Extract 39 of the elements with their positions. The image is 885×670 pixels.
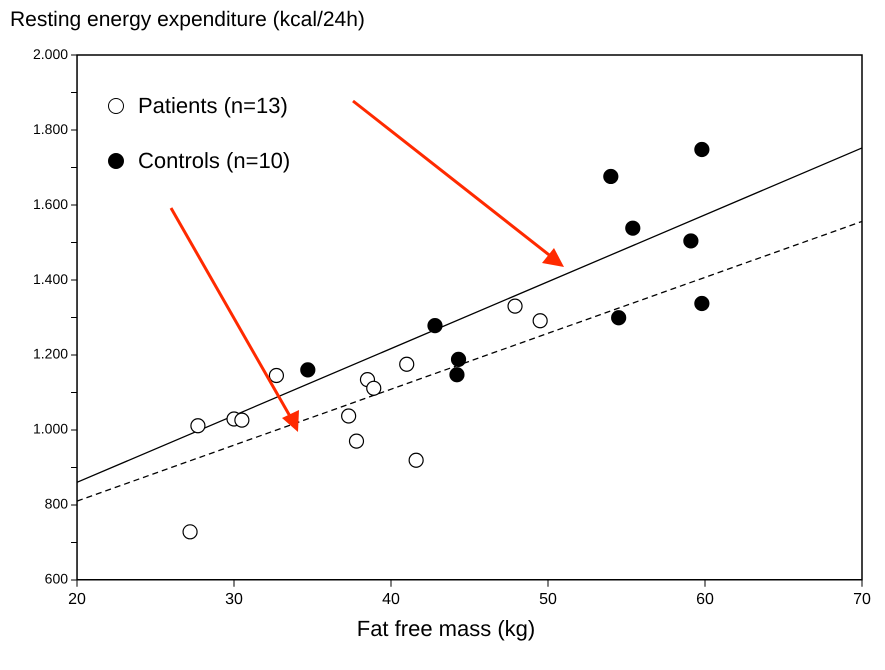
point (408, 452, 424, 468)
y-axis-title: Resting energy expenditure (kcal/24h) (10, 8, 365, 32)
x-tick-label: 20 (68, 590, 86, 608)
legend-label: Patients (n=13) (138, 92, 288, 120)
x-tick-label: 50 (539, 590, 558, 608)
x-tick-label: 30 (225, 590, 244, 608)
y-tick-label: 1.000 (32, 420, 68, 437)
point (625, 220, 640, 236)
point (268, 368, 284, 384)
point (427, 318, 443, 334)
x-axis-title: Fat free mass (kg) (356, 616, 536, 642)
legend-label: Controls (n=10) (138, 147, 290, 175)
y-tick-label: 1.800 (32, 120, 68, 137)
point (532, 313, 548, 328)
point (182, 524, 198, 540)
y-tick-label: 1.400 (32, 270, 68, 287)
point (399, 356, 414, 372)
y-tick-label: 800 (44, 496, 68, 512)
x-tick-label: 60 (696, 590, 714, 608)
y-tick-label: 1.200 (32, 346, 68, 362)
point (507, 298, 523, 314)
x-tick-label: 40 (382, 590, 400, 608)
point (234, 412, 250, 428)
point (450, 352, 466, 367)
y-tick-label: 1.600 (32, 196, 68, 212)
x-tick-label: 70 (853, 590, 871, 608)
point (449, 367, 465, 382)
point (683, 233, 698, 249)
y-tick-label: 600 (44, 570, 68, 587)
point (694, 296, 710, 312)
point (611, 310, 626, 326)
point (341, 408, 356, 424)
point (300, 362, 316, 378)
point (694, 142, 710, 158)
point (348, 434, 364, 449)
y-tick-label: 2.000 (32, 46, 68, 62)
point (190, 418, 206, 434)
point (603, 168, 618, 184)
point (366, 380, 382, 396)
